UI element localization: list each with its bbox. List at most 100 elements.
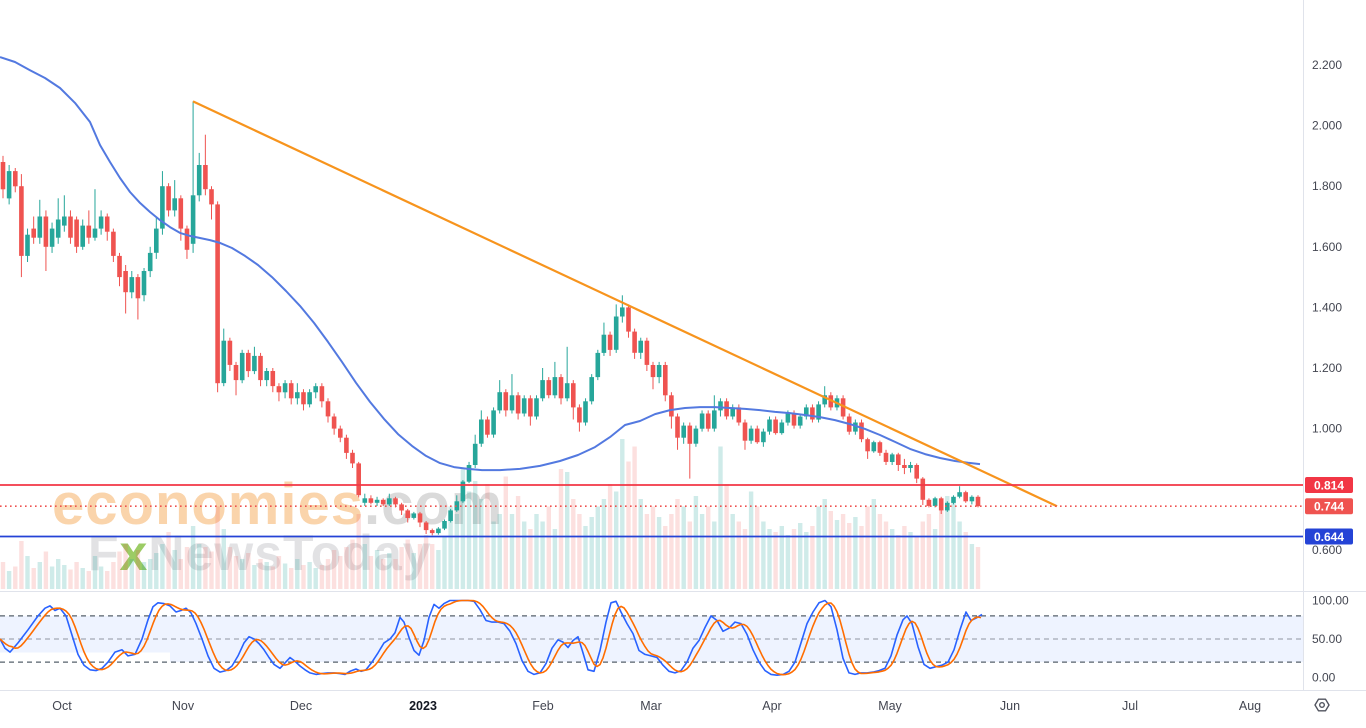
candle-body (564, 383, 570, 399)
candle-body (509, 395, 515, 411)
volume-bar (62, 565, 67, 589)
volume-bar (644, 514, 650, 589)
candle-body (926, 499, 932, 506)
candle-body (601, 334, 607, 353)
time-axis-label-2023: 2023 (409, 699, 437, 713)
candle-body (963, 492, 968, 502)
candle-body (773, 419, 778, 434)
volume-bar (969, 544, 975, 589)
candle-body (859, 422, 864, 440)
volume-bar (368, 556, 374, 589)
time-axis-label-Nov: Nov (172, 699, 195, 713)
volume-bar (822, 499, 827, 589)
volume-bar (491, 521, 496, 589)
candle-body (889, 454, 895, 462)
candle-body (466, 465, 472, 482)
settings-gear-icon[interactable] (1314, 698, 1330, 712)
volume-bar (25, 556, 30, 589)
volume-bar (614, 491, 619, 589)
candle-body (528, 398, 533, 417)
candle-body (957, 492, 962, 497)
candle-body (227, 340, 233, 365)
candle-body (785, 413, 791, 423)
volume-bar (773, 532, 778, 589)
candle-body (742, 422, 748, 441)
volume-bar (19, 541, 24, 589)
volume-bar (258, 559, 263, 589)
candle-body (331, 416, 337, 429)
candle-body (650, 365, 656, 378)
candle-body (31, 228, 36, 238)
volume-bar (718, 446, 723, 589)
candle-body (497, 392, 502, 411)
price-axis-label: 1.800 (1312, 179, 1342, 193)
candle-body (865, 439, 870, 452)
volume-bar (436, 550, 441, 589)
time-axis-label-Jul: Jul (1122, 699, 1138, 713)
price-axis-label: 2.000 (1312, 119, 1342, 133)
volume-bar (914, 536, 919, 589)
candle-body (822, 395, 827, 405)
candle-body (791, 413, 797, 426)
price-axis[interactable]: 2.200 2.000 1.800 1.600 1.400 1.200 1.000 0.600… (1305, 58, 1353, 685)
candle-body (632, 331, 637, 353)
trendline-segment[interactable] (192, 100, 1058, 508)
candle-body (840, 398, 846, 417)
candle-body (313, 386, 318, 393)
candle-body (104, 216, 110, 232)
candle-body (779, 422, 785, 434)
candle-body (356, 463, 361, 496)
candle-body (613, 316, 619, 350)
volume-bar (331, 550, 337, 589)
oscillator-axis-label: 50.00 (1312, 632, 1342, 646)
oscillator-axis-label: 0.00 (1312, 671, 1336, 685)
candle-body (239, 352, 245, 381)
volume-bar (865, 506, 870, 589)
price-tag-0.814 (1305, 477, 1353, 493)
volume-bar (178, 559, 183, 589)
gear-hex-outline (1314, 698, 1330, 712)
volume-bar (540, 521, 545, 589)
candle-body (896, 454, 901, 465)
volume-bar (859, 526, 864, 589)
candle-body (117, 255, 122, 278)
stoch-k-line (0, 599, 983, 676)
volume-bar (479, 499, 484, 589)
volume-bar (761, 521, 766, 589)
candle-body (380, 499, 386, 505)
candle-body (288, 383, 294, 399)
volume-bar (417, 544, 423, 589)
candle-body (644, 340, 650, 365)
candle-body (902, 465, 907, 468)
candle-body (147, 252, 153, 272)
candle-body (338, 428, 343, 438)
candle-body (914, 465, 919, 479)
volume-bar (301, 565, 306, 589)
candle-body (534, 398, 539, 417)
volume-bar (932, 529, 938, 589)
candle-body (730, 407, 735, 417)
candle-body (460, 481, 466, 502)
volume-bar (620, 439, 625, 589)
candle-body (853, 422, 858, 432)
volume-bar (264, 562, 269, 589)
volume-bar (951, 502, 956, 589)
volume-bar (325, 559, 331, 589)
candle-body (362, 498, 368, 503)
volume-bar (779, 526, 784, 589)
volume-bar (105, 571, 110, 589)
volume-bar (473, 481, 478, 589)
watermark-fx-rest: NewsToday (148, 525, 431, 581)
candle-body (877, 442, 883, 453)
candle-body (246, 352, 251, 372)
volume-bar (190, 526, 196, 589)
volume-bar (963, 532, 968, 589)
candle-body (663, 365, 668, 396)
time-axis[interactable]: Oct Nov Dec 2023 Feb Mar Apr May Jun Jul Aug (52, 699, 1261, 713)
volume-bar (534, 514, 539, 589)
candle-body (699, 413, 705, 429)
candle-body (154, 228, 159, 253)
candle-body (374, 499, 380, 503)
